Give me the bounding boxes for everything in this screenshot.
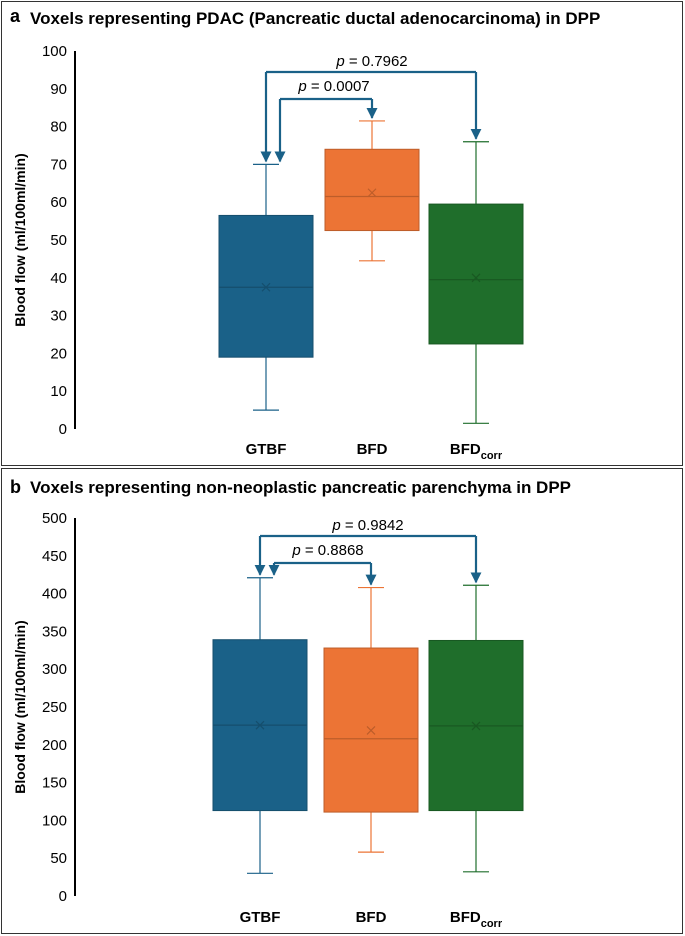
y-tick-label: 50 [50, 850, 67, 867]
y-tick-label: 350 [42, 623, 67, 640]
y-tick-label: 80 [50, 119, 67, 136]
y-tick-label: 400 [42, 586, 67, 603]
y-tick-label: 40 [50, 270, 67, 287]
box-gtbf [212, 577, 308, 874]
y-axis-label: Blood flow (ml/100ml/min) [12, 620, 28, 793]
y-tick-label: 0 [59, 888, 67, 905]
x-category-label: BFDcorr [450, 441, 503, 462]
x-category-label: BFD [356, 909, 387, 926]
y-tick-label: 70 [50, 156, 67, 173]
mean-marker [255, 720, 265, 730]
p-value-label: p = 0.0007 [297, 78, 369, 95]
mean-marker [471, 273, 481, 283]
mean-marker [366, 726, 376, 735]
y-tick-label: 500 [42, 510, 67, 527]
box-bfd-corr [428, 584, 524, 873]
y-tick-label: 450 [42, 548, 67, 565]
box-gtbf [218, 163, 314, 411]
mean-marker [261, 282, 271, 292]
p-value-label: p = 0.9842 [331, 517, 403, 534]
x-category-label: BFDcorr [450, 909, 503, 930]
significance-bracket [274, 97, 378, 163]
mean-marker [367, 188, 377, 198]
significance-bracket [254, 534, 482, 584]
chart-title: Voxels representing PDAC (Pancreatic duc… [30, 9, 600, 28]
panel-b: b Voxels representing non-neoplastic panc… [1, 468, 683, 934]
y-tick-label: 100 [42, 812, 67, 829]
y-tick-label: 10 [50, 383, 67, 400]
x-category-label: GTBF [246, 441, 287, 458]
boxplot-parenchyma: b Voxels representing non-neoplastic panc… [10, 477, 571, 930]
y-tick-label: 200 [42, 737, 67, 754]
box-iqr [324, 148, 420, 232]
box-bfd [323, 586, 419, 853]
panel-letter: b [10, 477, 21, 497]
chart-title: Voxels representing non-neoplastic pancr… [30, 478, 571, 497]
box-iqr [218, 214, 314, 358]
y-tick-label: 20 [50, 345, 67, 362]
panel-letter: a [10, 6, 21, 26]
y-tick-label: 30 [50, 308, 67, 325]
y-tick-label: 250 [42, 699, 67, 716]
y-tick-label: 0 [59, 421, 67, 438]
y-axis-label: Blood flow (ml/100ml/min) [12, 153, 28, 326]
significance-bracket [268, 561, 377, 586]
p-value-label: p = 0.7962 [335, 53, 407, 70]
x-category-label: BFD [357, 441, 388, 458]
box-iqr [428, 203, 524, 345]
box-bfd-corr [428, 141, 524, 424]
boxplot-pdac: a Voxels representing PDAC (Pancreatic du… [10, 6, 600, 462]
panel-a: a Voxels representing PDAC (Pancreatic du… [1, 1, 683, 466]
p-value-label: p = 0.8868 [291, 542, 363, 559]
y-tick-label: 300 [42, 661, 67, 678]
y-tick-label: 50 [50, 232, 67, 249]
y-tick-label: 100 [42, 43, 67, 60]
box-bfd [324, 120, 420, 262]
significance-bracket [260, 70, 482, 163]
y-tick-label: 60 [50, 194, 67, 211]
mean-marker [471, 721, 481, 731]
x-category-label: GTBF [240, 909, 281, 926]
y-tick-label: 150 [42, 775, 67, 792]
y-tick-label: 90 [50, 81, 67, 98]
